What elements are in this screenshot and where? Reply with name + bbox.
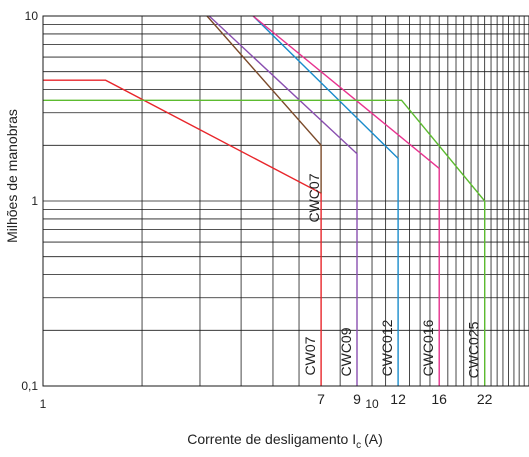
y-tick-label: 10 <box>25 9 39 23</box>
series-line-cwc025 <box>43 99 486 386</box>
y-tick-label: 1 <box>31 194 38 208</box>
x-tick-label: 12 <box>390 391 406 407</box>
y-tick-labels: 0,1 1 10 <box>21 9 38 393</box>
series-line-cwc09 <box>208 15 358 386</box>
curve-label-cwc09: CWC09 <box>338 327 354 376</box>
curve-label-cwc012: CWC012 <box>379 319 395 376</box>
curve-label-cwc07: CWC07 <box>306 173 322 222</box>
curve-label-cwc025: CWC025 <box>466 321 482 378</box>
series-line-cwc012 <box>252 15 399 386</box>
x-tick-label: 16 <box>431 391 447 407</box>
plot-frame <box>42 15 529 387</box>
curve-label-cwc016: CWC016 <box>420 319 436 376</box>
x-axis-label-main: Corrente de desligamento I <box>187 431 356 447</box>
x-tick-label: 7 <box>317 391 325 407</box>
x-axis-label-subscript: c <box>356 440 361 451</box>
grid-lines <box>43 16 529 386</box>
y-tick-label: 0,1 <box>21 379 38 393</box>
x-axis-label: Corrente de desligamento Ic (A) <box>187 431 383 451</box>
x-tick-labels: 1 7 9 10 12 16 22 <box>40 391 493 411</box>
series-line-cwc07 <box>43 79 322 386</box>
x-axis-label-unit: (A) <box>364 431 383 447</box>
x-tick-label: 22 <box>477 391 493 407</box>
y-axis-label: Milhões de manobras <box>4 109 20 243</box>
x-tick-label: 1 <box>40 397 47 411</box>
curve-labels: CW07 CWC07 CWC09 CWC012 CWC016 CWC025 <box>302 173 482 378</box>
x-tick-label: 10 <box>365 397 379 411</box>
series-line-unnamed-1 <box>206 15 322 194</box>
series-lines <box>43 15 486 386</box>
curve-label-cw07: CW07 <box>302 336 318 375</box>
x-tick-label: 9 <box>353 391 361 407</box>
series-line-cwc016 <box>252 15 440 386</box>
